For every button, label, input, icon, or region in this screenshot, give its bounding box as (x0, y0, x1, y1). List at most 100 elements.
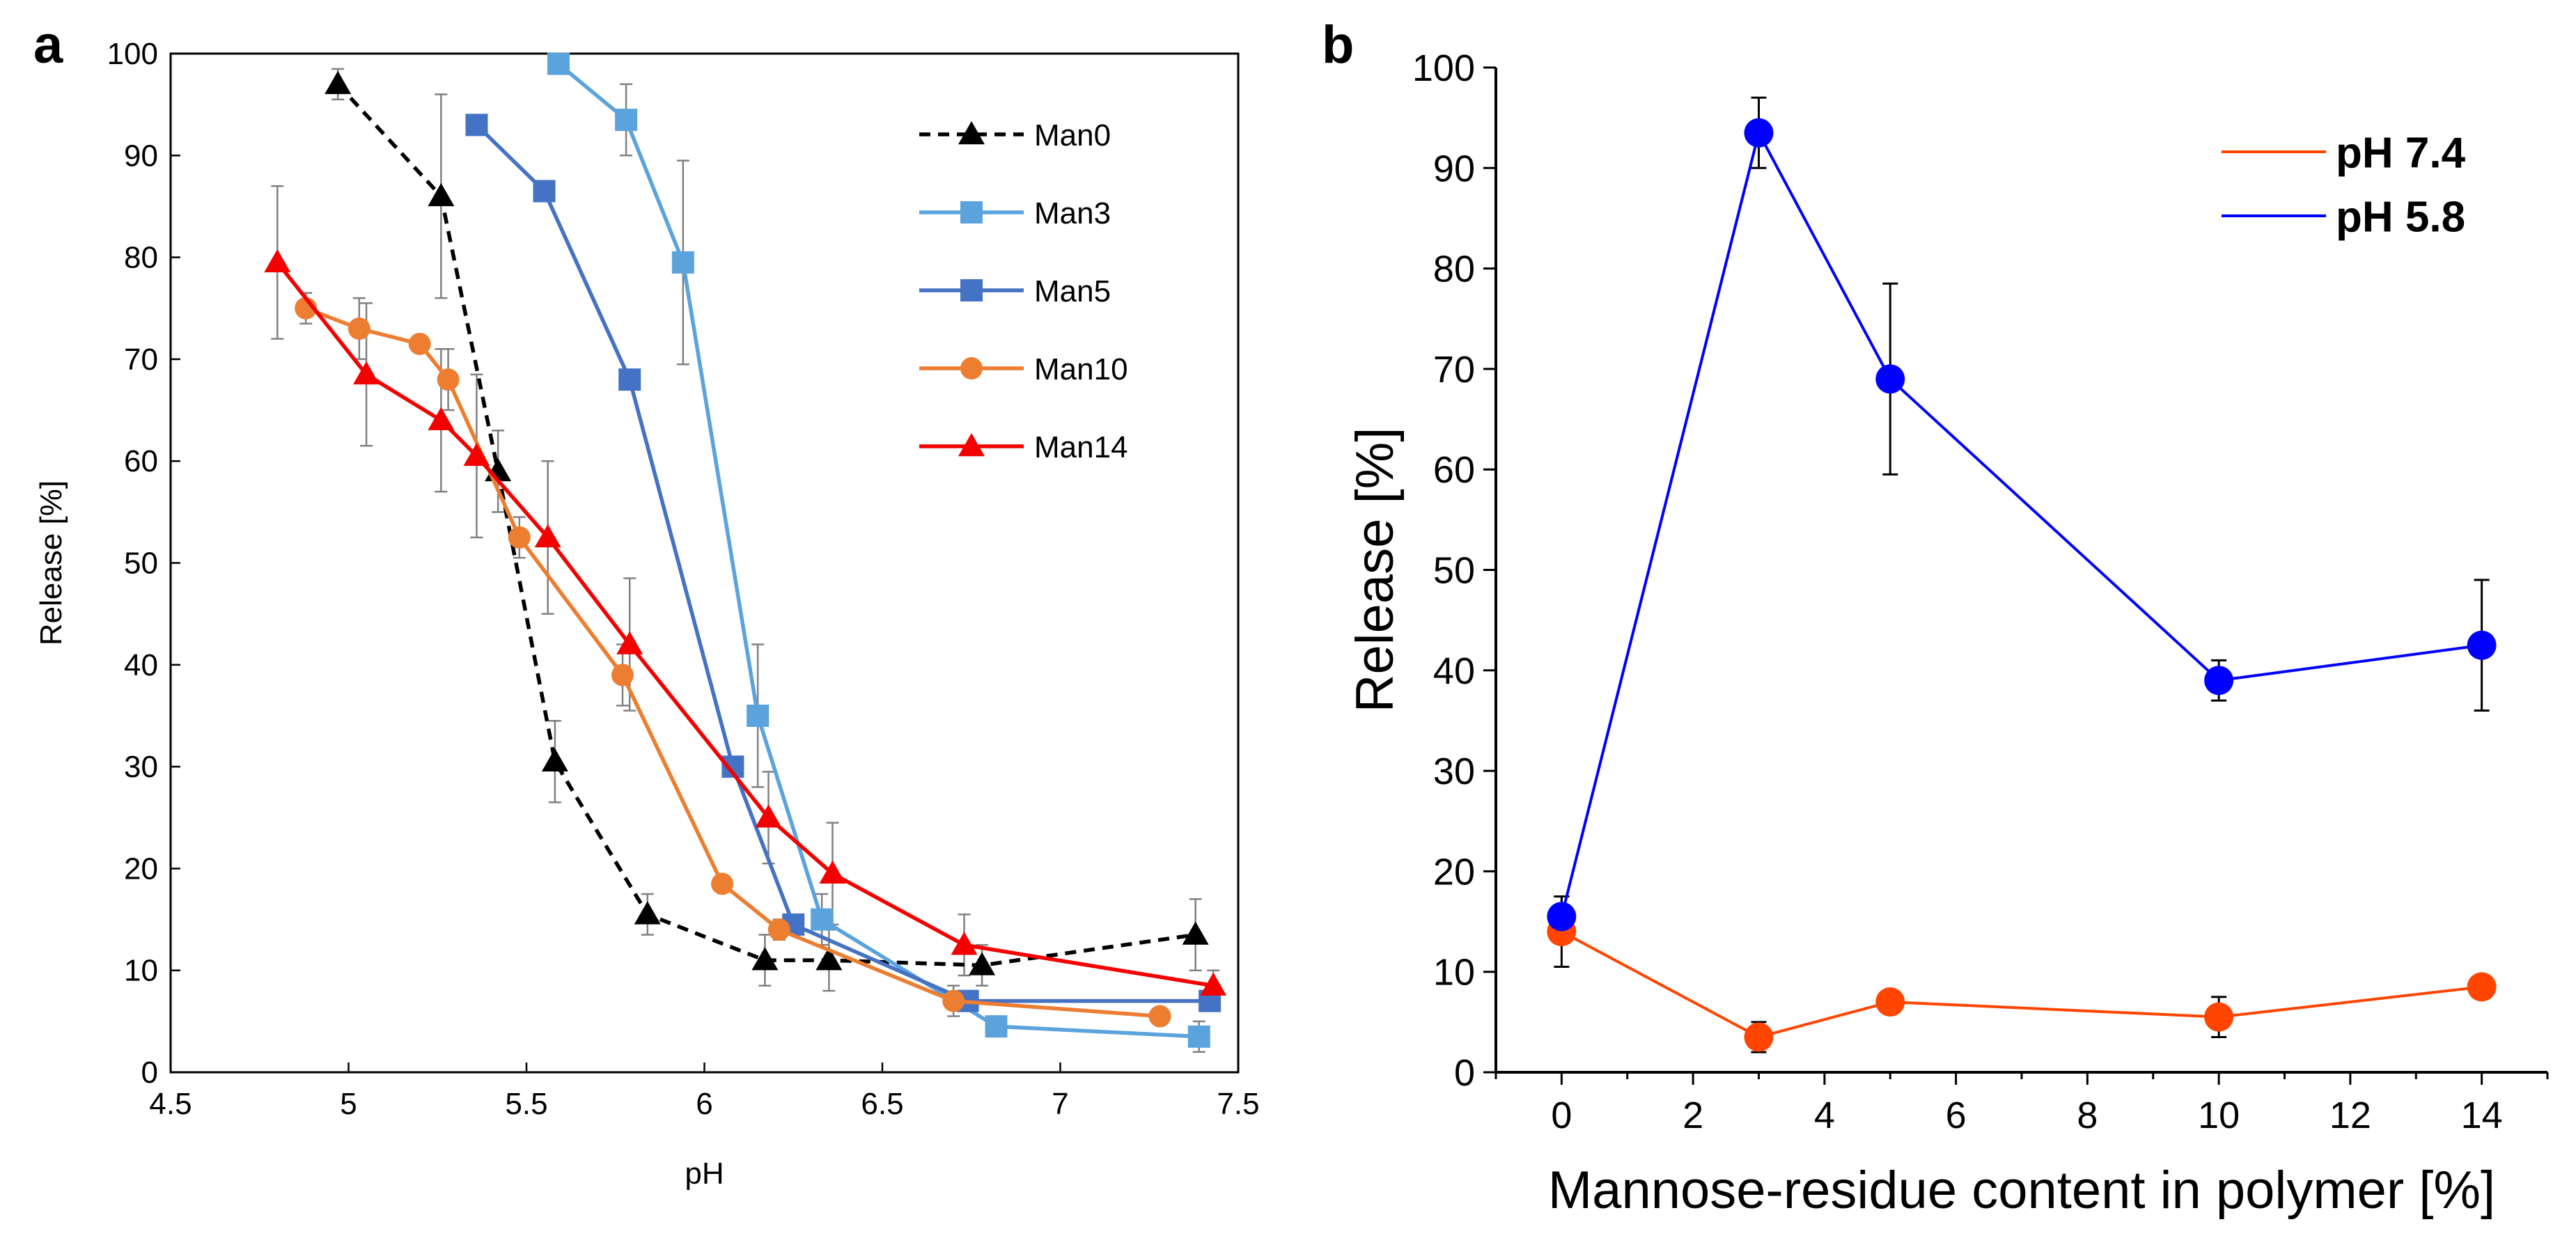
data-point-man14 (951, 932, 978, 955)
data-point-man0 (428, 182, 455, 207)
data-point-ph-7-4 (2467, 972, 2497, 1002)
y-axis-label: Release [%] (34, 480, 68, 645)
panel-label: a (33, 15, 63, 75)
y-tick-label: 10 (124, 954, 158, 988)
data-point-man14 (1200, 972, 1227, 996)
data-point-man3 (985, 1015, 1008, 1038)
data-point-ph-7-4 (2204, 1002, 2234, 1032)
series-line-man5 (475, 123, 1210, 1003)
data-point-man3 (547, 52, 570, 75)
data-point-man10 (508, 526, 531, 549)
legend-marker-man10 (960, 357, 983, 379)
x-tick-label: 12 (2329, 1095, 2371, 1136)
y-tick-label: 60 (1433, 449, 1475, 491)
data-point-man3 (1187, 1025, 1210, 1048)
x-tick-label: 6.5 (861, 1087, 903, 1121)
y-tick-label: 20 (124, 852, 158, 886)
series-line-ph-7-4 (1561, 930, 2482, 1039)
data-point-man14 (534, 524, 561, 548)
data-point-ph-5-8 (1547, 902, 1577, 932)
y-tick-label: 90 (124, 139, 158, 173)
y-tick-label: 0 (141, 1056, 158, 1090)
data-point-man14 (819, 860, 846, 884)
y-tick-label: 0 (1454, 1052, 1475, 1094)
data-point-man3 (811, 908, 834, 931)
y-axis-label: Release [%] (1345, 428, 1405, 713)
data-point-man10 (711, 872, 734, 895)
x-tick-label: 4 (1814, 1095, 1835, 1136)
y-tick-label: 80 (124, 241, 158, 275)
legend-label-ph-7-4: pH 7.4 (2336, 129, 2466, 177)
data-point-man14 (428, 407, 455, 430)
data-point-man3 (747, 704, 770, 727)
legend-marker-man0 (958, 121, 985, 145)
x-tick-label: 14 (2461, 1095, 2503, 1136)
series-line-ph-5-8 (1560, 131, 2482, 917)
x-axis-label: pH (685, 1157, 724, 1191)
legend-marker-man5 (960, 279, 983, 301)
y-tick-label: 40 (124, 648, 158, 682)
data-point-man0 (634, 901, 661, 925)
y-tick-label: 20 (1433, 851, 1475, 893)
data-point-man10 (348, 318, 370, 340)
data-point-man0 (325, 70, 352, 95)
legend-marker-man14 (958, 433, 985, 457)
data-point-ph-7-4 (1875, 987, 1905, 1017)
data-point-man5 (465, 113, 488, 136)
y-tick-label: 100 (107, 37, 158, 71)
y-tick-label: 90 (1433, 148, 1475, 189)
data-point-man14 (264, 249, 291, 273)
legend-label-man0: Man0 (1034, 118, 1111, 152)
data-point-man3 (615, 109, 638, 132)
data-point-man10 (942, 989, 965, 1012)
x-tick-label: 2 (1683, 1095, 1703, 1136)
data-point-man0 (815, 947, 843, 971)
x-tick-label: 0 (1551, 1095, 1572, 1136)
data-point-man0 (1182, 921, 1209, 945)
x-tick-label: 7.5 (1217, 1087, 1259, 1121)
series-line-man10 (305, 306, 1160, 1019)
y-tick-label: 30 (1433, 751, 1475, 792)
x-tick-label: 5 (340, 1087, 357, 1121)
legend-label-man3: Man3 (1034, 196, 1111, 230)
data-point-man14 (755, 804, 782, 828)
data-point-man10 (1148, 1005, 1171, 1028)
y-tick-label: 70 (124, 343, 158, 377)
x-tick-label: 6 (696, 1087, 712, 1121)
y-tick-label: 30 (124, 750, 158, 784)
legend-label-ph-5-8: pH 5.8 (2336, 193, 2465, 241)
data-point-man14 (353, 361, 380, 385)
y-tick-label: 100 (1412, 47, 1475, 89)
x-tick-label: 10 (2198, 1095, 2240, 1136)
y-tick-label: 50 (1433, 550, 1475, 592)
data-point-man14 (463, 442, 490, 467)
legend-label-man5: Man5 (1034, 274, 1111, 308)
x-tick-label: 4.5 (149, 1087, 192, 1121)
panel-label: b (1322, 15, 1354, 75)
y-tick-label: 40 (1433, 650, 1475, 692)
data-point-man10 (437, 368, 460, 391)
data-point-man0 (751, 947, 779, 971)
legend-label-man10: Man10 (1034, 352, 1128, 386)
x-tick-label: 8 (2077, 1095, 2098, 1136)
legend-label-man14: Man14 (1034, 430, 1128, 464)
panel-a: a 0 10 20 30 40 50 60 70 80 90 100 4.5 5 5.5 6 6.5 7 7.5 pH… (33, 15, 1260, 1191)
data-point-ph-5-8 (1875, 364, 1905, 394)
series-line-man14 (276, 261, 1214, 988)
x-tick-label: 7 (1052, 1087, 1068, 1121)
data-point-man3 (671, 251, 694, 274)
data-point-man14 (616, 631, 643, 655)
legend-marker-man3 (960, 201, 983, 224)
data-point-man10 (767, 918, 790, 941)
x-tick-label: 6 (1946, 1095, 1967, 1136)
y-tick-label: 80 (1433, 249, 1475, 290)
data-point-man5 (533, 180, 556, 203)
y-tick-label: 10 (1433, 952, 1475, 994)
data-point-ph-5-8 (2467, 630, 2497, 660)
data-point-ph-7-4 (1744, 1022, 1774, 1052)
y-tick-label: 50 (124, 547, 158, 581)
data-point-man10 (408, 332, 431, 355)
data-point-man0 (541, 748, 568, 772)
data-point-ph-5-8 (2204, 666, 2234, 696)
